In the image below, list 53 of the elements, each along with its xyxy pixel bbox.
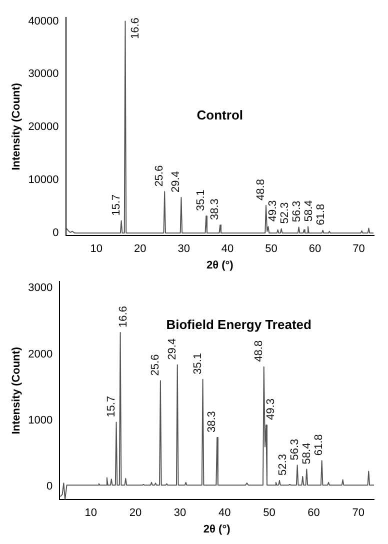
y-tick-label: 30000 — [28, 68, 59, 80]
annotation: 16.6 — [117, 306, 130, 328]
y-tick-label: 10000 — [28, 174, 59, 186]
y-axis-title: Intensity (Count) — [10, 82, 23, 170]
annotation: 49.3 — [264, 398, 277, 420]
annotation: 16.6 — [129, 18, 142, 40]
x-axis-title: 2θ (°) — [206, 259, 234, 272]
x-tick-label: 70 — [352, 243, 365, 256]
annotation: 52.3 — [276, 454, 289, 476]
annotation: 35.1 — [192, 352, 204, 374]
annotation: 58.4 — [303, 200, 316, 222]
x-tick-label: 60 — [308, 243, 322, 256]
annotation: 48.8 — [255, 179, 268, 200]
x-tick-label: 20 — [129, 507, 142, 520]
x-tick-label: 30 — [178, 243, 190, 256]
x-tick-label: 30 — [174, 507, 186, 520]
annotation: 29.4 — [170, 171, 182, 193]
annotation: 25.6 — [149, 354, 162, 376]
annotation: 61.8 — [315, 204, 328, 226]
x-tick-label: 50 — [265, 243, 278, 256]
annotation: 35.1 — [195, 190, 208, 212]
annotation: 15.7 — [105, 396, 118, 418]
y-axis-title: Intensity (Count) — [10, 346, 23, 434]
x-tick-label: 40 — [218, 507, 231, 520]
x-axis-title: 2θ (°) — [203, 523, 231, 536]
annotation: 38.3 — [209, 198, 222, 220]
x-tick-label: 60 — [308, 507, 320, 520]
y-tick-label: 0 — [46, 480, 53, 492]
x-tick-label: 10 — [84, 507, 98, 520]
annotation: 29.4 — [166, 338, 178, 360]
annotation: 56.3 — [291, 200, 304, 222]
annotation: 58.4 — [300, 442, 313, 464]
x-tick-label: 10 — [90, 243, 103, 256]
annotation: 61.8 — [312, 434, 325, 456]
y-tick-label: 3000 — [28, 282, 53, 294]
annotation: 38.3 — [206, 411, 218, 433]
annotation: 25.6 — [154, 165, 166, 187]
x-tick-label: 50 — [263, 507, 276, 520]
annotation: 48.8 — [252, 340, 265, 362]
y-tick-label: 0 — [52, 226, 59, 239]
x-tick-label: 70 — [352, 507, 365, 520]
annotation: 49.3 — [267, 200, 280, 222]
text: Biofield Energy Treated — [166, 316, 312, 332]
annotation: 56.3 — [288, 438, 301, 460]
y-tick-label: 1000 — [28, 414, 53, 426]
y-tick-label: 40000 — [28, 15, 59, 28]
x-tick-label: 20 — [134, 243, 146, 256]
text: Control — [196, 107, 244, 122]
x-tick-label: 40 — [221, 243, 234, 256]
y-tick-label: 20000 — [28, 121, 59, 134]
annotation: 15.7 — [110, 194, 122, 216]
y-tick-label: 2000 — [28, 348, 53, 360]
annotation: 52.3 — [279, 202, 292, 224]
